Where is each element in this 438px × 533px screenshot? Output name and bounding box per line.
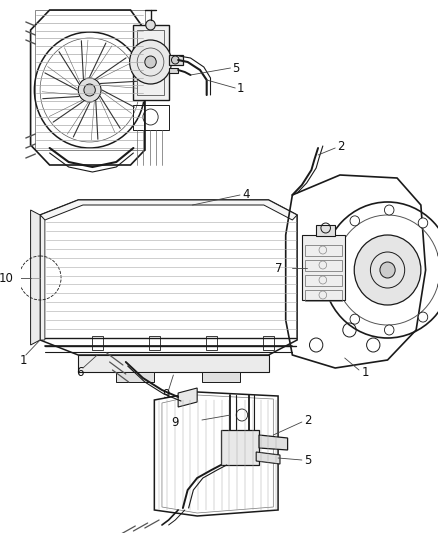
Polygon shape [259,435,288,450]
Polygon shape [302,235,345,300]
Text: 9: 9 [162,389,170,401]
Circle shape [418,218,428,228]
Polygon shape [40,200,297,220]
Polygon shape [256,452,280,464]
Circle shape [385,205,394,215]
Text: 10: 10 [0,271,14,285]
Polygon shape [40,215,45,340]
Text: 1: 1 [19,353,27,367]
Polygon shape [169,68,178,73]
Text: 2: 2 [304,415,311,427]
Text: 9: 9 [172,416,179,430]
Circle shape [350,216,360,226]
Text: 1: 1 [362,367,369,379]
Polygon shape [178,388,197,407]
Circle shape [146,20,155,30]
Text: 4: 4 [242,188,249,200]
Circle shape [130,40,171,84]
Text: 2: 2 [337,141,345,154]
Text: 1: 1 [237,83,245,95]
Text: 6: 6 [76,367,84,379]
Polygon shape [169,55,183,65]
Polygon shape [202,372,240,382]
Circle shape [418,312,428,322]
Polygon shape [78,355,268,372]
Circle shape [380,262,395,278]
Polygon shape [134,25,169,100]
Circle shape [385,325,394,335]
Circle shape [328,284,338,294]
Circle shape [145,56,156,68]
Circle shape [354,235,421,305]
Text: 5: 5 [304,454,311,466]
Circle shape [78,78,101,102]
Circle shape [350,314,360,324]
Polygon shape [221,430,259,465]
Circle shape [171,56,179,64]
Text: 7: 7 [275,262,283,274]
Circle shape [84,84,95,96]
Polygon shape [116,372,154,382]
Text: 5: 5 [233,61,240,75]
Circle shape [328,246,338,256]
Polygon shape [31,210,40,345]
Polygon shape [316,225,335,236]
